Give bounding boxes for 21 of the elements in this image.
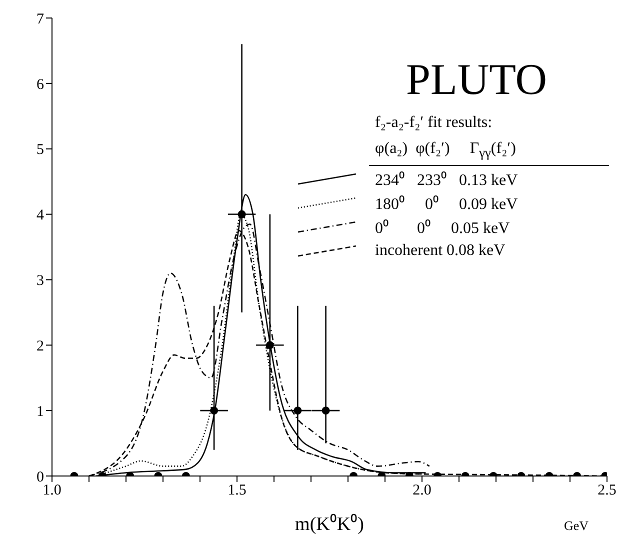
legend-label: 0⁰ 0⁰ 0.05 keV <box>375 218 510 238</box>
legend-label: 234⁰ 233⁰ 0.13 keV <box>375 170 518 190</box>
x-tick-label: 2.5 <box>598 482 616 499</box>
y-tick-label: 3 <box>36 273 44 290</box>
y-tick-label: 1 <box>36 404 44 420</box>
legend-label: incoherent 0.08 keV <box>375 242 506 260</box>
y-tick-label: 7 <box>36 11 44 28</box>
text: GeV <box>564 518 589 534</box>
y-tick-label: 4 <box>36 208 44 224</box>
annotation: φ(a₂) φ(f₂′) Γ$_{γγ}$(f₂′) <box>375 140 516 162</box>
x-tick-label: 1.0 <box>42 482 62 499</box>
x-tick-label: 1.5 <box>228 482 246 499</box>
legend-label: 180⁰ 0⁰ 0.09 keV <box>375 194 518 214</box>
y-tick-label: 5 <box>36 142 44 158</box>
x-axis-title: m(K⁰K⁰) <box>295 513 364 535</box>
y-tick-label: 2 <box>36 338 44 354</box>
y-tick-label: 6 <box>36 76 44 93</box>
x-tick-label: 2.0 <box>412 482 432 499</box>
y-tick-label: 0 <box>36 469 44 486</box>
annotation: f₂-a₂-f₂′ fit results: <box>375 114 492 132</box>
text: PLUTO <box>406 54 547 105</box>
